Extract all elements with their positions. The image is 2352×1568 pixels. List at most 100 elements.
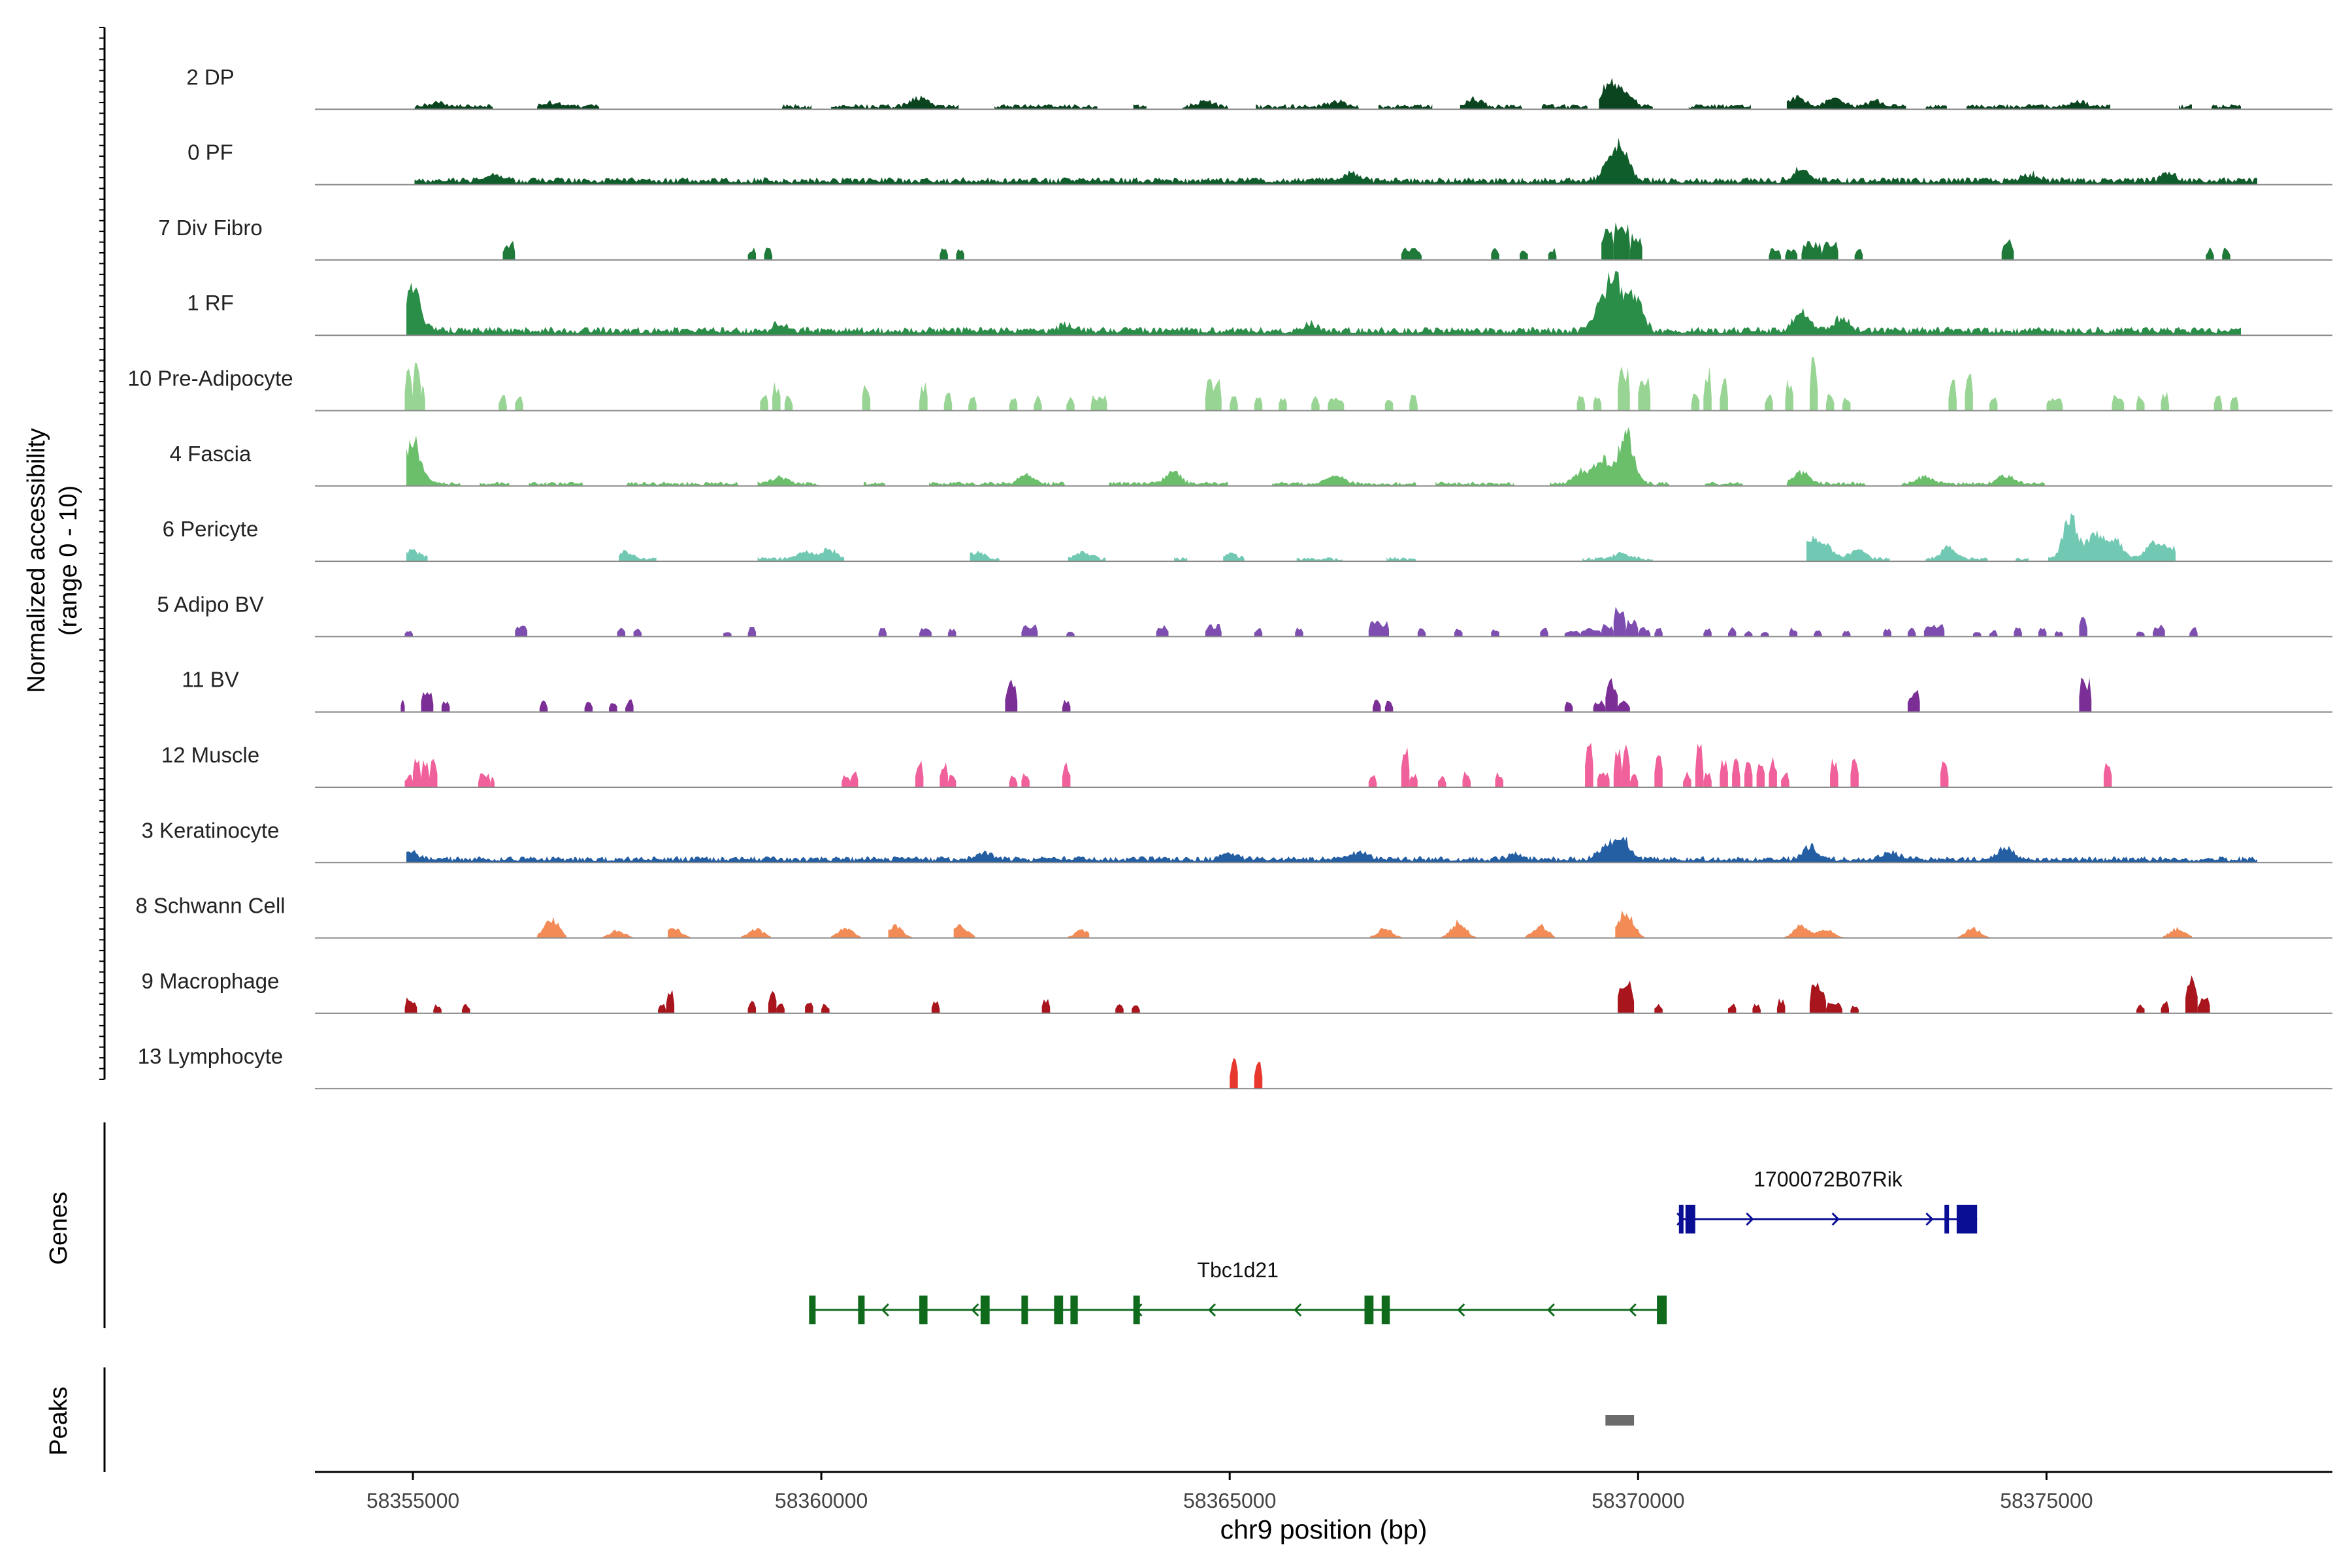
coverage-block <box>1825 393 1835 411</box>
coverage-block <box>1156 625 1169 637</box>
coverage-block <box>633 629 642 637</box>
track-label: 6 Pericyte <box>163 517 259 541</box>
coverage-area <box>2212 104 2241 110</box>
coverage-area <box>1182 99 1228 110</box>
coverage-area <box>1770 924 1857 938</box>
coverage-block <box>1618 700 1630 712</box>
coverage-block <box>1965 373 1973 411</box>
gene-exon <box>1956 1205 1978 1233</box>
coverage-block <box>1629 233 1642 260</box>
coverage-area <box>1525 924 1555 938</box>
coverage-block <box>584 702 593 712</box>
coverage-block <box>1727 627 1737 637</box>
track-label: 10 Pre-Adipocyte <box>127 367 293 391</box>
coverage-block <box>939 762 948 787</box>
coverage-block <box>617 627 626 637</box>
coverage-block <box>1744 630 1753 637</box>
gene-exon <box>1054 1296 1064 1324</box>
coverage-area <box>970 550 1000 562</box>
coverage-block <box>404 368 413 411</box>
coverage-area <box>888 924 918 938</box>
coverage-block <box>1825 1002 1842 1013</box>
coverage-block <box>747 248 757 260</box>
coverage-area <box>414 101 493 110</box>
coverage-block <box>2046 398 2063 411</box>
coverage-area <box>1806 535 1890 562</box>
genes-track-label: Genes <box>45 1192 73 1265</box>
coverage-block <box>776 1004 785 1013</box>
coverage-area <box>1550 427 1669 486</box>
coverage-block <box>478 773 491 787</box>
track-0-pf: 0 PF <box>188 138 2332 186</box>
coverage-block <box>1760 632 1769 637</box>
coverage-block <box>1781 772 1789 787</box>
coverage-block <box>1654 755 1663 787</box>
coverage-block <box>609 703 617 712</box>
coverage-block <box>1776 998 1786 1013</box>
coverage-block <box>1789 627 1798 637</box>
coverage-block <box>1115 1004 1124 1013</box>
track-label: 4 Fascia <box>170 442 252 466</box>
coverage-area <box>1435 482 1514 486</box>
track-label: 7 Div Fibro <box>158 216 263 240</box>
coverage-block <box>2197 997 2210 1013</box>
track-label: 11 BV <box>182 668 238 692</box>
coverage-block <box>462 1004 470 1013</box>
coverage-block <box>723 632 732 637</box>
track-5-adipo-bv: 5 Adipo BV <box>157 592 2332 638</box>
track-8-schwann-cell: 8 Schwann Cell <box>135 894 2332 939</box>
gene-exon <box>1685 1205 1695 1233</box>
coverage-block <box>1066 397 1075 411</box>
track-label: 2 DP <box>186 65 234 89</box>
coverage-block <box>1601 624 1614 637</box>
coverage-block <box>747 1000 757 1013</box>
coverage-block <box>2079 678 2092 712</box>
coverage-area <box>757 474 820 486</box>
coverage-area <box>1599 78 1653 110</box>
coverage-area <box>1541 104 1588 110</box>
coverage-block <box>2185 975 2198 1013</box>
strand-arrow <box>1746 1212 1754 1226</box>
coverage-block <box>1948 379 1957 411</box>
coverage-block <box>1090 395 1107 411</box>
gene-exon <box>1364 1296 1374 1324</box>
coverage-block <box>1618 980 1635 1013</box>
coverage-block <box>2136 631 2145 637</box>
coverage-block <box>2206 247 2214 260</box>
coverage-block <box>1613 222 1630 260</box>
coverage-block <box>1842 630 1851 637</box>
coverage-area <box>2015 557 2029 562</box>
strand-arrow <box>1294 1303 1302 1317</box>
coverage-block <box>1756 763 1765 787</box>
coverage-block <box>772 382 781 411</box>
gene-name-label: 1700072B07Rik <box>1754 1168 1903 1191</box>
coverage-block <box>943 393 953 411</box>
strand-arrow <box>1831 1212 1840 1226</box>
track-label: 8 Schwann Cell <box>135 894 285 918</box>
coverage-block <box>947 774 956 787</box>
coverage-block <box>1907 689 1920 712</box>
coverage-block <box>515 625 528 637</box>
strand-arrow <box>1546 1303 1555 1317</box>
coverage-area <box>2048 513 2176 562</box>
track-7-div-fibro: 7 Div Fibro <box>158 216 2332 261</box>
strand-arrow <box>1207 1303 1217 1317</box>
coverage-area <box>1786 95 1906 110</box>
coverage-block <box>1654 1004 1663 1013</box>
coverage-block <box>1752 1004 1761 1013</box>
track-10-pre-adipocyte: 10 Pre-Adipocyte <box>127 357 2332 412</box>
coverage-block <box>1854 249 1863 260</box>
coverage-block <box>1618 367 1630 411</box>
coverage-block <box>2001 238 2014 260</box>
coverage-block <box>1654 627 1663 637</box>
coverage-block <box>1638 627 1651 637</box>
coverage-block <box>1491 248 1499 260</box>
track-9-macrophage: 9 Macrophage <box>142 969 2332 1014</box>
coverage-block <box>1801 241 1822 260</box>
x-axis: 58355000 58360000 58365000 58370000 58375000 <box>315 1471 2332 1512</box>
coverage-area <box>1068 551 1106 562</box>
coverage-area <box>1427 919 1482 938</box>
coverage-block <box>1417 628 1426 637</box>
coverage-block <box>1491 629 1499 637</box>
coverage-area <box>414 138 2257 185</box>
